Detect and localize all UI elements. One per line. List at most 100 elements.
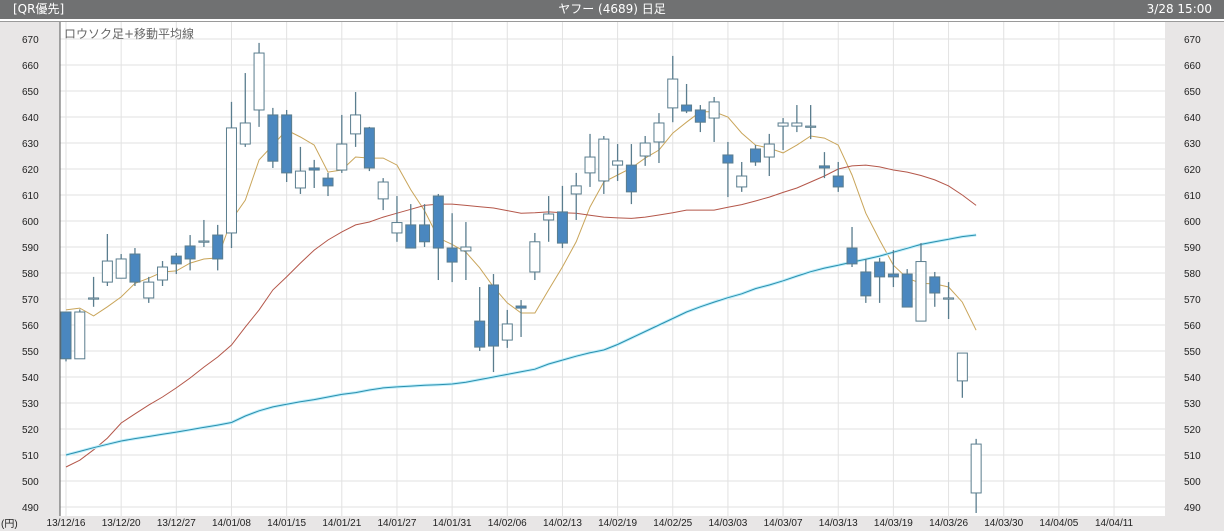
candle-bullish <box>294 146 306 194</box>
y-tick-label: 620 <box>22 165 39 176</box>
candle-body <box>474 320 486 348</box>
candle-body <box>391 222 403 234</box>
candle-bearish <box>405 204 417 249</box>
candle-bullish <box>708 96 720 142</box>
y-axis-left: 670 660 650 640 630 620 610 600 590 580 570 560 550 5… <box>22 35 39 514</box>
candle-bullish <box>239 73 251 147</box>
candle-body <box>101 260 113 283</box>
candle-bearish <box>363 126 375 172</box>
candle-bullish <box>915 243 927 322</box>
candle-body <box>377 181 389 200</box>
timestamp: 3/28 15:00 <box>1146 2 1212 16</box>
y-tick-label: 650 <box>22 87 39 98</box>
feed-label: [QR優先] <box>13 2 65 16</box>
candle-body <box>446 247 458 263</box>
candle-body <box>88 297 100 300</box>
candle-bearish <box>887 250 899 288</box>
candle-bearish <box>212 224 224 271</box>
x-tick-label: 14/03/07 <box>764 518 803 529</box>
candle-bullish <box>460 222 472 281</box>
candle-body <box>350 114 362 135</box>
y-tick-label: 670 <box>1184 35 1201 46</box>
candle-bearish <box>681 83 693 114</box>
y-tick-label: 490 <box>1184 503 1201 514</box>
candle-body <box>681 104 693 112</box>
candle-bearish <box>267 107 279 168</box>
y-tick-label: 560 <box>1184 321 1201 332</box>
candle-body <box>625 164 637 193</box>
x-tick-label: 13/12/16 <box>47 518 86 529</box>
candle-bullish <box>763 133 775 177</box>
candle-body <box>915 261 927 322</box>
candle-body <box>874 261 886 278</box>
y-tick-label: 520 <box>1184 425 1201 436</box>
candle-bearish <box>556 185 568 249</box>
y-tick-label: 520 <box>22 425 39 436</box>
candle-body <box>763 143 775 158</box>
y-tick-label: 670 <box>22 35 39 46</box>
candle-bullish <box>157 261 169 286</box>
y-tick-label: 550 <box>22 347 39 358</box>
candle-body <box>129 253 141 283</box>
header-bar: [QR優先] ヤフー (4689) 日足 3/28 15:00 <box>0 0 1224 19</box>
candle-bearish <box>846 226 858 268</box>
candle-bullish <box>612 144 624 181</box>
candle-bullish <box>805 105 817 140</box>
y-tick-label: 510 <box>22 451 39 462</box>
y-tick-label: 660 <box>22 61 39 72</box>
candle-body <box>487 284 499 347</box>
candle-bearish <box>929 271 941 307</box>
chart-subtitle: ロウソク足+移動平均線 <box>64 26 194 41</box>
candle-body <box>639 142 651 157</box>
y-tick-label: 580 <box>1184 269 1201 280</box>
y-tick-label: 540 <box>22 373 39 384</box>
candle-bearish <box>474 287 486 351</box>
y-tick-label: 510 <box>1184 451 1201 462</box>
candle-body <box>805 125 817 128</box>
x-tick-label: 14/01/08 <box>212 518 251 529</box>
candle-bearish <box>487 274 499 373</box>
candle-body <box>501 323 513 341</box>
x-tick-label: 14/01/21 <box>322 518 361 529</box>
candle-body <box>308 167 320 171</box>
candle-bearish <box>515 300 527 337</box>
y-tick-label: 500 <box>22 477 39 488</box>
candle-bullish <box>501 309 513 348</box>
y-tick-label: 530 <box>1184 399 1201 410</box>
candle-body <box>267 114 279 162</box>
y-tick-label: 590 <box>22 243 39 254</box>
candle-body <box>460 246 472 252</box>
candle-body <box>750 148 761 163</box>
y-tick-label: 550 <box>1184 347 1201 358</box>
candle-body <box>708 101 720 119</box>
candle-bearish <box>419 204 431 247</box>
candle-body <box>239 122 251 145</box>
candle-body <box>832 175 844 188</box>
candle-body <box>294 170 306 189</box>
candle-body <box>405 224 417 249</box>
y-tick-label: 600 <box>1184 217 1201 228</box>
x-tick-label: 14/02/06 <box>488 518 527 529</box>
candle-bullish <box>377 178 389 211</box>
y-tick-label: 570 <box>22 295 39 306</box>
candle-body <box>901 273 913 308</box>
candle-bullish <box>943 282 955 320</box>
candle-body <box>943 297 955 300</box>
candle-body <box>363 127 375 169</box>
candle-bearish <box>184 235 196 271</box>
candle-bullish <box>956 352 968 398</box>
candle-bullish <box>529 232 541 281</box>
candle-body <box>556 211 568 244</box>
x-tick-label: 14/04/11 <box>1095 518 1134 529</box>
candle-bullish <box>143 276 155 303</box>
candle-bullish <box>639 135 651 166</box>
candle-bearish <box>170 252 182 275</box>
candle-body <box>198 240 210 243</box>
x-tick-label: 14/02/13 <box>543 518 582 529</box>
candle-body <box>777 122 789 127</box>
y-tick-label: 640 <box>1184 113 1201 124</box>
candle-body <box>515 305 527 309</box>
candle-body <box>253 52 265 111</box>
candle-bullish <box>391 196 403 242</box>
